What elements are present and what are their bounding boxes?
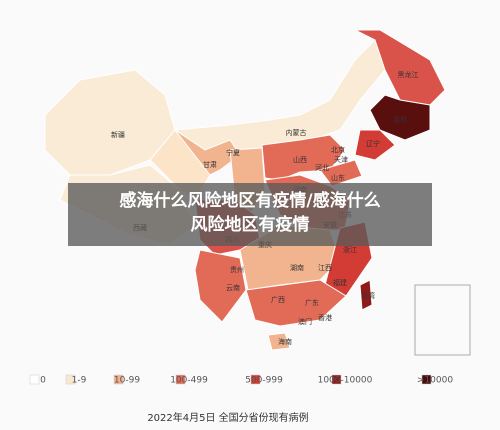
legend-label: 1000-10000 xyxy=(318,376,373,386)
province-label: 台湾 xyxy=(361,291,375,300)
province-label: 山东 xyxy=(331,173,345,182)
province-label: 福建 xyxy=(333,278,347,287)
legend-swatch xyxy=(113,374,124,385)
province-label: 北京 xyxy=(331,145,345,154)
legend-label: >10000 xyxy=(417,376,453,386)
inset-frame xyxy=(414,284,471,356)
legend-swatch xyxy=(250,374,261,385)
region xyxy=(319,159,363,187)
province-label: 广东 xyxy=(305,298,319,307)
region xyxy=(245,279,347,327)
legend-label: 100-499 xyxy=(170,376,208,386)
overlay-line: 感海什么风险地区有疫情/感海什么 xyxy=(119,191,381,211)
province-label: 河北 xyxy=(315,164,329,172)
legend-label: 500-999 xyxy=(245,376,283,386)
region xyxy=(359,279,373,311)
region xyxy=(267,332,291,351)
province-label: 山西 xyxy=(293,155,307,164)
legend-label: 10-99 xyxy=(114,376,140,386)
legend-label: 0 xyxy=(40,376,46,386)
province-label: 天津 xyxy=(334,156,348,164)
region xyxy=(354,29,446,106)
province-label: 辽宁 xyxy=(366,139,380,148)
legend-swatch xyxy=(331,374,342,385)
legend-swatch xyxy=(175,374,186,385)
province-label: 甘肃 xyxy=(203,160,217,169)
province-label: 内蒙古 xyxy=(286,128,307,137)
province-label: 澳门 xyxy=(298,317,312,326)
province-label: 海南 xyxy=(278,337,292,346)
province-label: 黑龙江 xyxy=(398,70,419,79)
province-label: 新疆 xyxy=(111,130,125,139)
region xyxy=(369,94,431,141)
province-label: 宁夏 xyxy=(226,148,240,157)
province-label: 香港 xyxy=(318,313,332,322)
province-label: 贵州 xyxy=(230,265,244,274)
legend-swatch xyxy=(29,374,40,385)
region xyxy=(354,129,396,161)
region xyxy=(194,249,247,323)
province-label: 广西 xyxy=(271,295,285,304)
province-label: 湖南 xyxy=(290,263,304,272)
province-label: 江西 xyxy=(318,264,332,272)
province-label: 吉林 xyxy=(393,115,407,124)
overlay-title: 感海什么风险地区有疫情/感海什么 风险地区有疫情 xyxy=(68,183,432,246)
legend-swatch xyxy=(65,374,76,385)
legend-swatch xyxy=(421,374,432,385)
province-label: 浙江 xyxy=(343,245,357,254)
caption: 2022年4月5日 全国分省份现有病例 xyxy=(147,411,308,424)
legend-label: 1-9 xyxy=(72,376,87,386)
province-label: 云南 xyxy=(226,283,240,292)
overlay-line: 风险地区有疫情 xyxy=(190,215,310,235)
